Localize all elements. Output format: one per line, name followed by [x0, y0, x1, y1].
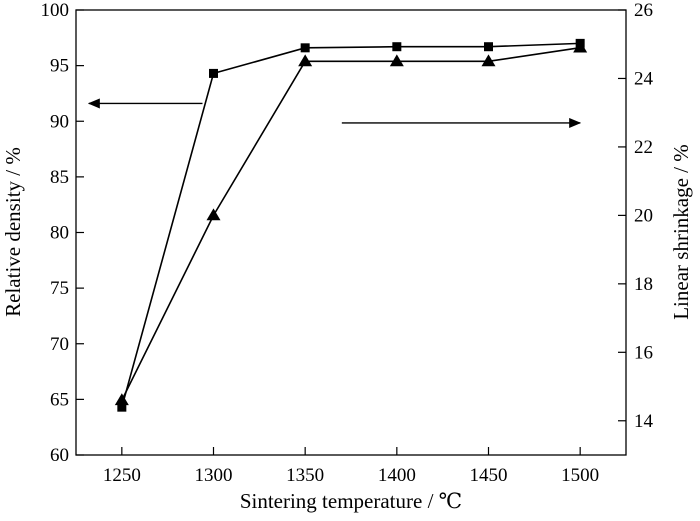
y-right-tick-label: 14	[634, 411, 654, 432]
y-left-tick-label: 90	[50, 111, 69, 132]
y-left-tick-label: 100	[41, 0, 70, 21]
y-right-tick-label: 18	[634, 274, 653, 295]
y-left-tick-label: 70	[50, 334, 69, 355]
y-right-tick-label: 16	[634, 342, 653, 363]
series-layer	[114, 38, 588, 412]
y-right-tick-label: 20	[634, 205, 653, 226]
data-point-triangle	[573, 40, 588, 53]
y-left-tick-label: 80	[50, 223, 69, 244]
ticks-layer: 1250 1300 1350 1400 1450 1500 60 65 70 75 80 85 90 95…	[41, 0, 654, 486]
series-line-triangle	[121, 46, 581, 401]
data-point-square	[209, 68, 218, 78]
annotations-layer	[87, 98, 582, 128]
x-tick-label: 1500	[561, 465, 599, 486]
plot-frame	[75, 9, 627, 456]
x-tick-label: 1250	[103, 465, 141, 486]
y-left-tick-label: 95	[50, 56, 69, 77]
data-point-triangle	[481, 54, 496, 67]
x-tick-label: 1400	[378, 465, 416, 486]
data-point-triangle	[206, 208, 221, 221]
x-tick-label: 1450	[470, 465, 508, 486]
x-tick-label: 1300	[195, 465, 233, 486]
y-right-tick-label: 24	[634, 68, 654, 89]
x-axis-label: Sintering temperature / ℃	[240, 489, 462, 513]
y-left-tick-label: 65	[50, 389, 69, 410]
data-point-square	[300, 43, 310, 53]
y-left-tick-label: 85	[50, 167, 69, 188]
y-right-tick-label: 22	[634, 137, 653, 158]
x-tick-label: 1350	[286, 465, 324, 486]
y-left-tick-label: 60	[50, 445, 69, 466]
y-right-tick-label: 26	[634, 0, 653, 21]
y-axis-right-label: Linear shrinkage / %	[669, 144, 693, 320]
data-point-square	[484, 42, 493, 52]
data-point-triangle	[298, 54, 313, 67]
series-line-square	[121, 42, 581, 408]
data-point-triangle	[389, 54, 404, 67]
y-axis-left-label: Relative density / %	[1, 147, 25, 317]
data-point-square	[392, 42, 402, 52]
data-point-square	[117, 402, 127, 412]
y-left-tick-label: 75	[50, 278, 69, 299]
data-point-triangle	[114, 393, 129, 406]
